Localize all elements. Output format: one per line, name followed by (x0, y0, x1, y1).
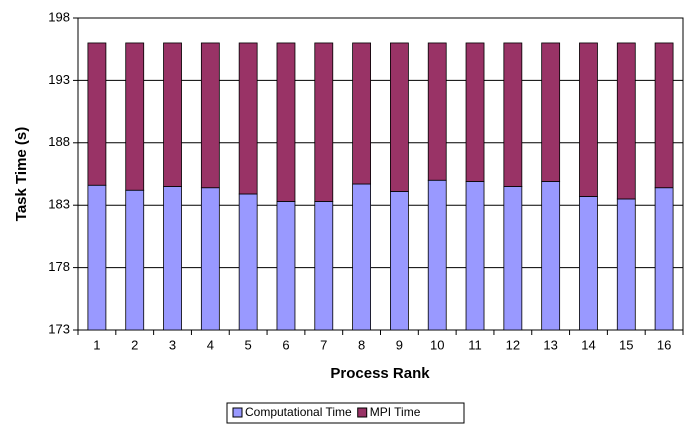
x-tick-label: 10 (430, 337, 444, 352)
bar-segment (579, 42, 598, 197)
bar-segment (503, 42, 523, 187)
x-tick-label: 12 (506, 337, 520, 352)
bar-segment (87, 184, 107, 331)
x-tick-label: 13 (543, 337, 557, 352)
y-tick-label: 193 (48, 72, 70, 87)
bar-segment (541, 181, 561, 331)
bar-segment (314, 42, 334, 202)
x-tick-label: 3 (169, 337, 176, 352)
bar-segment (163, 42, 182, 187)
bar-segment (503, 186, 523, 331)
bar-segment (314, 201, 334, 331)
bar-segment (427, 179, 447, 331)
bar-segment (427, 42, 447, 181)
bar-segment (654, 42, 674, 189)
bar-segment (541, 42, 561, 182)
x-tick-label: 15 (619, 337, 633, 352)
bar-segment (616, 42, 636, 200)
legend-box (226, 402, 465, 424)
bar-segment (579, 196, 598, 331)
x-tick-label: 14 (581, 337, 595, 352)
x-tick-label: 5 (245, 337, 252, 352)
bar-segment (200, 42, 220, 189)
bar-segment (465, 42, 485, 182)
x-tick-label: 4 (207, 337, 214, 352)
bar-segment (87, 42, 107, 186)
x-tick-label: 16 (657, 337, 671, 352)
y-axis-label: Task Time (s) (13, 127, 30, 221)
bar-segment (163, 186, 182, 331)
legend-swatch (232, 407, 243, 418)
x-tick-label: 7 (320, 337, 327, 352)
x-tick-label: 6 (282, 337, 289, 352)
bar-segment (616, 198, 636, 331)
bar-segment (125, 189, 145, 331)
x-tick-label: 9 (396, 337, 403, 352)
bar-segment (276, 201, 296, 331)
x-tick-label: 2 (131, 337, 138, 352)
y-tick-label: 173 (48, 321, 70, 336)
bar-segment (390, 42, 409, 192)
y-tick-label: 183 (48, 197, 70, 212)
bar-segment (352, 42, 371, 185)
bar-segment (238, 42, 258, 195)
bar-segment (125, 42, 145, 191)
legend-swatch (357, 407, 368, 418)
y-tick-label: 188 (48, 134, 70, 149)
y-tick-label: 178 (48, 259, 70, 274)
legend-label: MPI Time (370, 405, 421, 419)
x-tick-label: 8 (358, 337, 365, 352)
legend-label: Computational Time (245, 405, 352, 419)
bar-segment (200, 187, 220, 331)
bar-segment (654, 187, 674, 331)
y-tick-label: 198 (48, 9, 70, 24)
bar-segment (352, 183, 371, 331)
bar-segment (390, 191, 409, 331)
x-axis-label: Process Rank (330, 365, 430, 382)
bar-segment (465, 181, 485, 331)
x-tick-label: 11 (468, 337, 482, 352)
bar-segment (276, 42, 296, 202)
bar-segment (238, 193, 258, 331)
x-tick-label: 1 (93, 337, 100, 352)
